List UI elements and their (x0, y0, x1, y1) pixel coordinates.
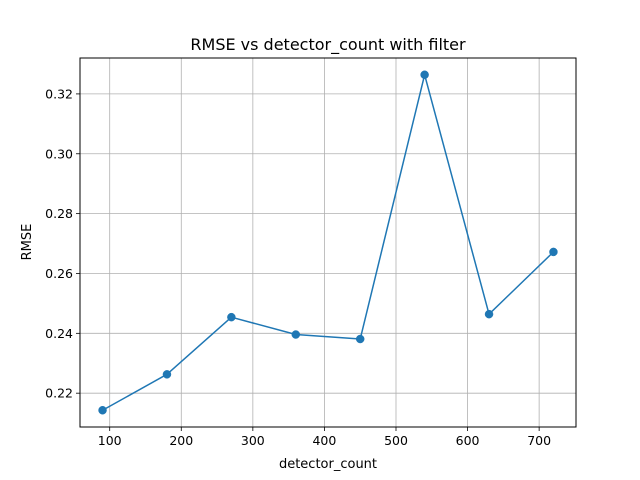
x-tick-label: 500 (384, 433, 408, 448)
data-point (355, 334, 365, 344)
y-tick-label: 0.28 (45, 206, 73, 221)
data-point (227, 312, 236, 322)
grid (80, 58, 576, 427)
y-tick-label: 0.30 (45, 146, 73, 161)
x-tick-label: 100 (98, 433, 122, 448)
y-tick-label: 0.22 (45, 386, 73, 401)
y-tick-label: 0.26 (45, 266, 73, 281)
chart-title: RMSE vs detector_count with filter (190, 35, 466, 55)
data-point (98, 405, 107, 415)
x-tick-label: 400 (312, 433, 336, 448)
y-axis-label: RMSE (20, 224, 35, 261)
data-point (420, 70, 429, 80)
x-tick-label: 600 (456, 433, 480, 448)
data-point (549, 247, 558, 257)
series (98, 70, 558, 415)
plot-area (80, 58, 576, 427)
y-tick-label: 0.32 (45, 86, 73, 101)
x-tick-label: 700 (527, 433, 551, 448)
data-point (484, 309, 494, 319)
y-tick-label: 0.24 (45, 326, 73, 341)
x-tick-label: 300 (241, 433, 265, 448)
x-tick-label: 200 (169, 433, 193, 448)
plot-frame (79, 57, 577, 428)
series-line (101, 74, 555, 412)
data-point (291, 330, 301, 339)
ticks: 100 200 300 400 500 600 700 0.22 0.24 0.26 0.28 0.3… (45, 86, 551, 448)
data-point (162, 370, 172, 379)
x-axis-label: detector_count (279, 457, 377, 472)
